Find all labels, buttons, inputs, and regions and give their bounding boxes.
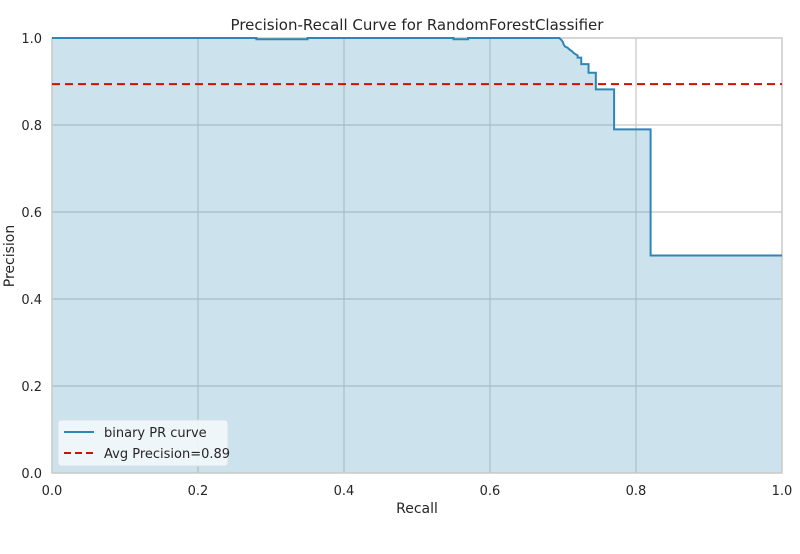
y-tick-label: 1.0 (21, 32, 42, 47)
chart-title: Precision-Recall Curve for RandomForestC… (231, 16, 605, 34)
x-tick-label: 0.4 (334, 484, 355, 499)
pr-curve-line (52, 37, 782, 257)
y-tick-labels: 0.0 0.2 0.4 0.6 0.8 1.0 (21, 32, 42, 482)
x-tick-label: 0.0 (42, 484, 63, 499)
legend-label-avg: Avg Precision=0.89 (104, 447, 230, 462)
y-tick-label: 0.4 (21, 293, 42, 308)
x-tick-labels: 0.0 0.2 0.4 0.6 0.8 1.0 (42, 484, 793, 499)
x-tick-label: 1.0 (772, 484, 793, 499)
y-axis-label: Precision (2, 225, 18, 287)
y-tick-label: 0.2 (21, 380, 42, 395)
x-axis-label: Recall (396, 501, 438, 517)
legend: binary PR curve Avg Precision=0.89 (57, 419, 230, 467)
curve-area-fill (52, 38, 782, 473)
legend-box (57, 419, 229, 467)
curve-layer (52, 37, 782, 257)
x-tick-label: 0.6 (480, 484, 501, 499)
y-tick-label: 0.0 (21, 467, 42, 482)
y-tick-label: 0.8 (21, 119, 42, 134)
x-tick-label: 0.2 (188, 484, 209, 499)
legend-label-curve: binary PR curve (104, 426, 207, 441)
x-tick-label: 0.8 (626, 484, 647, 499)
grid-layer (52, 38, 782, 473)
curve-fill-layer (52, 38, 782, 473)
y-tick-label: 0.6 (21, 206, 42, 221)
